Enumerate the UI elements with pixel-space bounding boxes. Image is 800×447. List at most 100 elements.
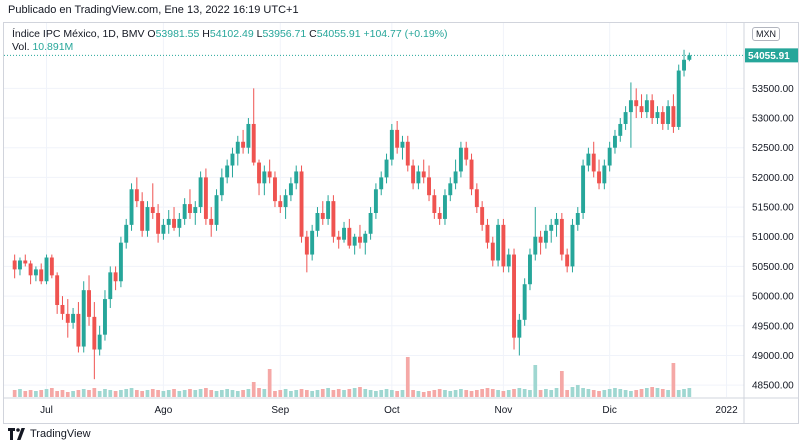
candle-body[interactable] bbox=[156, 213, 161, 234]
chart-svg[interactable]: 48500.00 49000.00 49500.00 50000.00 50500.00… bbox=[4, 23, 798, 423]
candle-body[interactable] bbox=[352, 236, 357, 246]
candle-body[interactable] bbox=[145, 207, 150, 231]
candle-body[interactable] bbox=[262, 171, 267, 184]
candle-body[interactable] bbox=[55, 275, 60, 305]
candle-body[interactable] bbox=[389, 129, 394, 160]
candle-body[interactable] bbox=[342, 227, 346, 240]
candle-body[interactable] bbox=[687, 55, 692, 60]
candle-body[interactable] bbox=[549, 224, 554, 231]
candle-body[interactable] bbox=[458, 147, 463, 172]
candle-body[interactable] bbox=[188, 204, 192, 213]
candle-body[interactable] bbox=[198, 177, 203, 208]
candle-body[interactable] bbox=[490, 242, 495, 261]
candle-body[interactable] bbox=[655, 112, 660, 119]
candle-body[interactable] bbox=[581, 165, 586, 213]
candle-body[interactable] bbox=[23, 260, 28, 264]
candle-body[interactable] bbox=[554, 218, 559, 225]
candle-body[interactable] bbox=[103, 299, 107, 335]
candle-body[interactable] bbox=[613, 135, 617, 148]
candle-body[interactable] bbox=[140, 201, 145, 231]
candle-body[interactable] bbox=[76, 313, 81, 347]
candle-body[interactable] bbox=[347, 227, 352, 246]
candle-body[interactable] bbox=[225, 165, 230, 178]
candle-body[interactable] bbox=[18, 260, 22, 270]
candle-body[interactable] bbox=[214, 195, 219, 225]
candle-body[interactable] bbox=[161, 224, 166, 234]
candle-body[interactable] bbox=[97, 334, 102, 350]
candle-body[interactable] bbox=[203, 177, 208, 219]
candle-body[interactable] bbox=[193, 207, 198, 213]
candle-body[interactable] bbox=[644, 100, 649, 113]
candle-body[interactable] bbox=[421, 171, 426, 178]
candle-body[interactable] bbox=[453, 171, 458, 184]
chart-area[interactable]: 48500.00 49000.00 49500.00 50000.00 50500.00… bbox=[3, 22, 799, 424]
candle-body[interactable] bbox=[150, 207, 155, 213]
candle-body[interactable] bbox=[278, 201, 283, 208]
candle-body[interactable] bbox=[448, 183, 453, 196]
candle-body[interactable] bbox=[427, 177, 431, 196]
candle-body[interactable] bbox=[570, 224, 575, 267]
currency-badge[interactable]: MXN bbox=[752, 27, 780, 41]
candle-body[interactable] bbox=[443, 195, 447, 219]
candle-body[interactable] bbox=[676, 70, 681, 127]
candle-body[interactable] bbox=[49, 257, 54, 276]
candle-body[interactable] bbox=[543, 230, 548, 243]
candle-body[interactable] bbox=[241, 141, 246, 148]
candle-body[interactable] bbox=[618, 123, 623, 136]
candle-body[interactable] bbox=[384, 159, 389, 178]
candle-body[interactable] bbox=[671, 106, 676, 127]
candle-body[interactable] bbox=[400, 141, 405, 148]
candle-body[interactable] bbox=[480, 207, 485, 225]
candle-body[interactable] bbox=[65, 313, 70, 323]
candle-body[interactable] bbox=[283, 195, 288, 208]
candle-body[interactable] bbox=[565, 254, 570, 267]
candle-body[interactable] bbox=[71, 313, 76, 323]
candle-body[interactable] bbox=[522, 284, 527, 320]
candle-body[interactable] bbox=[92, 316, 97, 350]
candle-body[interactable] bbox=[666, 106, 671, 124]
candle-body[interactable] bbox=[219, 177, 224, 196]
candle-body[interactable] bbox=[395, 129, 400, 148]
candle-body[interactable] bbox=[177, 218, 182, 228]
candle-body[interactable] bbox=[267, 171, 272, 178]
candle-body[interactable] bbox=[166, 218, 171, 225]
candle-body[interactable] bbox=[108, 272, 113, 300]
candle-body[interactable] bbox=[326, 201, 331, 219]
candle-body[interactable] bbox=[416, 171, 421, 184]
candle-body[interactable] bbox=[575, 213, 580, 225]
candle-body[interactable] bbox=[432, 195, 437, 213]
candle-body[interactable] bbox=[230, 153, 235, 166]
candle-body[interactable] bbox=[320, 213, 325, 219]
candle-body[interactable] bbox=[368, 213, 373, 234]
candle-body[interactable] bbox=[623, 112, 628, 124]
candle-body[interactable] bbox=[682, 59, 686, 71]
candle-body[interactable] bbox=[310, 230, 315, 255]
candle-body[interactable] bbox=[315, 213, 320, 231]
candle-body[interactable] bbox=[528, 254, 532, 285]
candle-body[interactable] bbox=[358, 236, 362, 243]
candle-body[interactable] bbox=[33, 269, 38, 276]
candle-body[interactable] bbox=[12, 260, 17, 270]
candle-body[interactable] bbox=[496, 224, 501, 261]
candle-body[interactable] bbox=[182, 204, 187, 219]
candle-body[interactable] bbox=[113, 272, 118, 282]
candle-body[interactable] bbox=[129, 189, 134, 225]
candle-body[interactable] bbox=[288, 183, 293, 196]
candle-body[interactable] bbox=[273, 177, 277, 202]
candle-body[interactable] bbox=[602, 165, 607, 184]
candle-body[interactable] bbox=[379, 177, 384, 190]
candle-body[interactable] bbox=[124, 224, 129, 243]
candle-body[interactable] bbox=[538, 236, 543, 243]
candle-body[interactable] bbox=[118, 242, 123, 282]
candle-body[interactable] bbox=[464, 147, 469, 160]
candle-body[interactable] bbox=[411, 165, 416, 184]
candle-body[interactable] bbox=[650, 100, 655, 119]
candle-body[interactable] bbox=[39, 269, 44, 282]
candle-body[interactable] bbox=[28, 263, 33, 276]
candle-body[interactable] bbox=[474, 189, 479, 208]
candle-body[interactable] bbox=[373, 189, 378, 213]
candle-body[interactable] bbox=[172, 218, 176, 228]
candle-body[interactable] bbox=[251, 123, 256, 163]
candle-body[interactable] bbox=[628, 100, 633, 113]
candle-body[interactable] bbox=[660, 112, 665, 124]
